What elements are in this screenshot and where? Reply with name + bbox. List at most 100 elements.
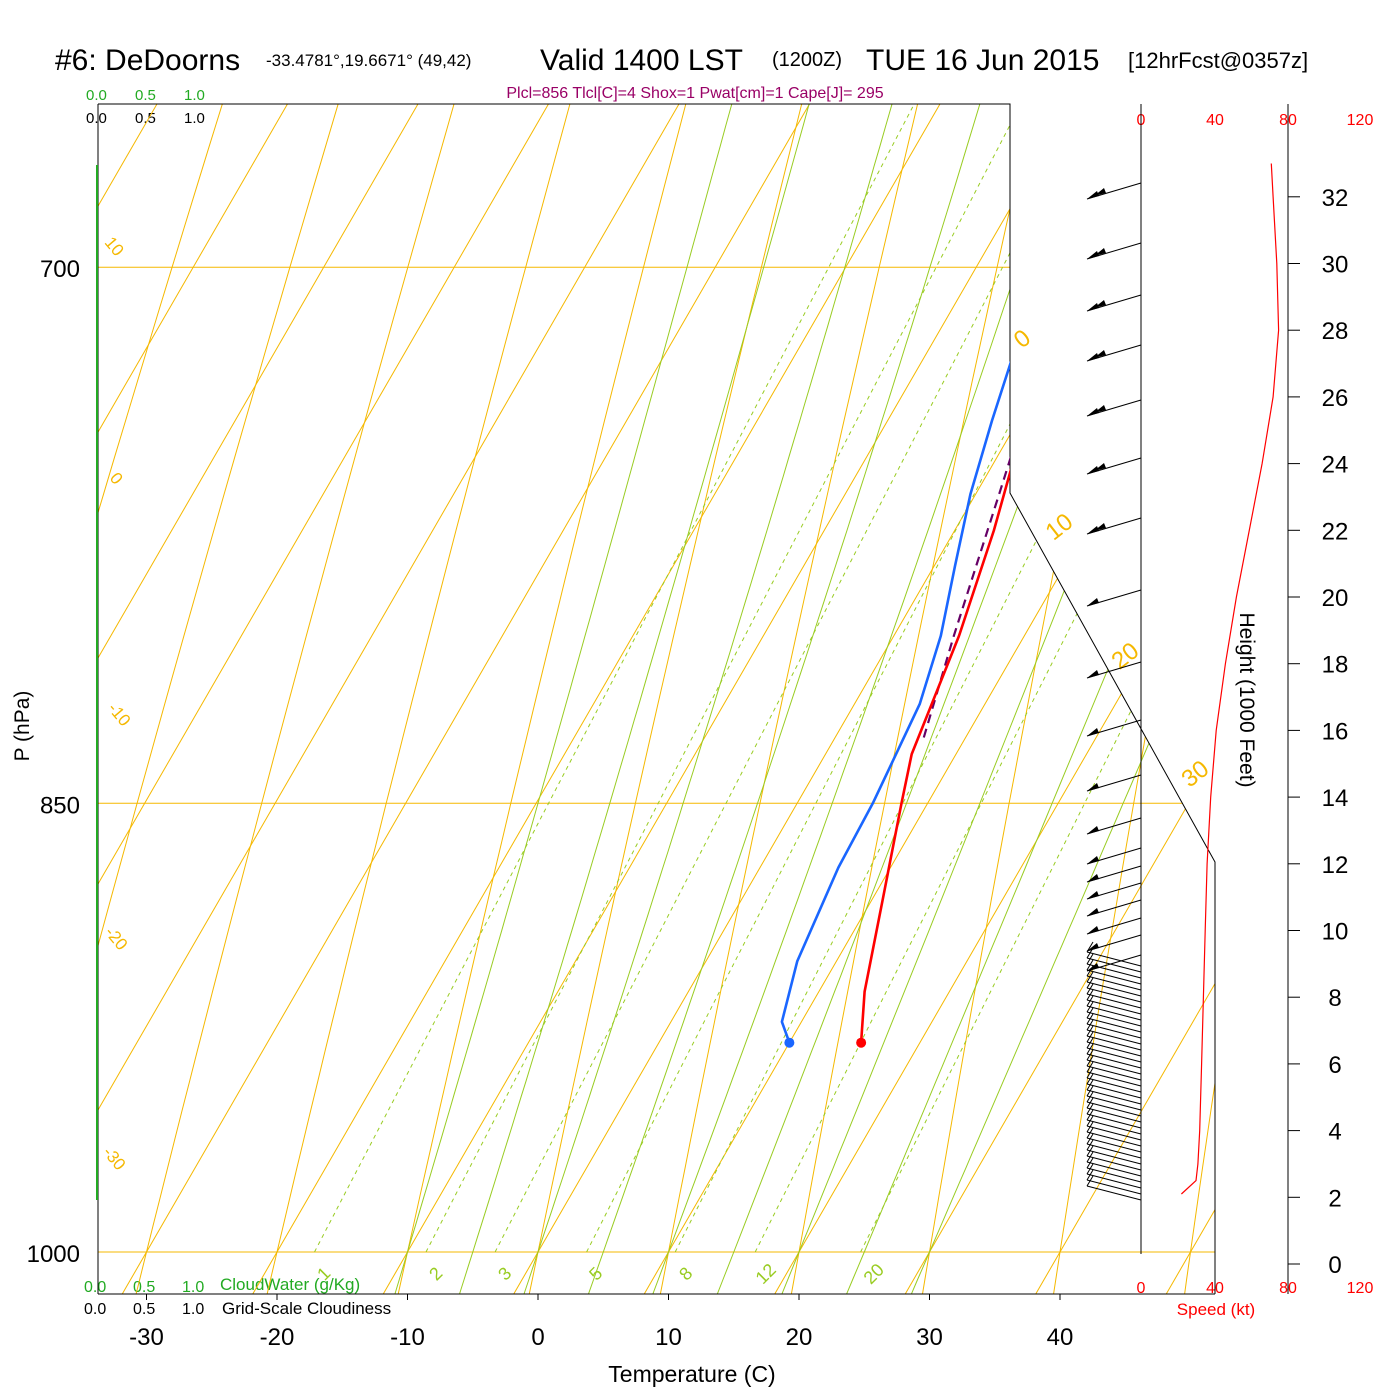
wind-barb-staff (1086, 1137, 1142, 1153)
mixing-ratio-label: 5 (585, 1263, 606, 1284)
zulu-time: (1200Z) (772, 49, 842, 71)
wind-barb-flag (1094, 188, 1106, 196)
isotherm-line (359, 104, 1215, 1294)
wind-barb-staff (1086, 969, 1142, 985)
height-tick-label: 18 (1322, 652, 1349, 679)
moist-adiabat-line (893, 104, 1215, 1294)
isotherm-line (98, 104, 1215, 1294)
moist-adiabat-line (510, 104, 1215, 1294)
wind-barb-staff (1086, 1065, 1142, 1081)
mixing-ratio-label: 12 (752, 1260, 780, 1288)
wind-barb-flag (1087, 856, 1099, 864)
isotherm-line (229, 104, 1215, 1294)
wind-barb-flag (1087, 728, 1099, 736)
temperature-tick-label: -20 (260, 1324, 295, 1351)
wind-barb-flag (1094, 405, 1106, 413)
mixing-ratio-label: 2 (425, 1263, 446, 1284)
cloudiness-label: Grid-Scale Cloudiness (222, 1299, 391, 1318)
wind-barb-staff (1086, 1059, 1142, 1075)
top-cloudwater-tick: 0.0 (86, 87, 107, 104)
wind-barb-staff (1086, 1101, 1142, 1117)
temperature-tick-label: -10 (390, 1324, 425, 1351)
height-tick-label: 32 (1322, 185, 1349, 212)
wind-barb (1086, 344, 1142, 362)
wind-barb (1086, 917, 1142, 935)
wind-barb-staff (1086, 975, 1142, 991)
wind-barb (1086, 294, 1142, 312)
wind-barb-staff (1086, 1179, 1142, 1195)
surface-dewpoint-dot (784, 1037, 795, 1048)
parcel-trace (922, 104, 1215, 738)
wind-barb (1086, 182, 1142, 200)
height-tick-label: 14 (1322, 785, 1349, 812)
dry-adiabat-line (520, 104, 1215, 1294)
dry-adiabat-line (125, 104, 1215, 1294)
x-axis-label: Temperature (C) (608, 1361, 775, 1387)
bottom-cloudiness-tick: 0.5 (133, 1301, 155, 1318)
wind-barb (1086, 817, 1142, 835)
pressure-tick-label: 1000 (27, 1241, 80, 1268)
height-tick-label: 12 (1322, 852, 1349, 879)
isotherm-line (98, 104, 1215, 1294)
thermo-grid (98, 104, 1215, 1294)
height-tick-label: 20 (1322, 585, 1349, 612)
wind-barb-flag (1087, 353, 1099, 361)
temperature-trace (859, 104, 1215, 1043)
moist-adiabat-line (446, 104, 1215, 1294)
height-tick-label: 0 (1328, 1252, 1341, 1279)
dry-adiabat-line (389, 104, 1215, 1294)
wind-barb-flag (1087, 783, 1099, 791)
temperature-tick-label: 20 (786, 1324, 813, 1351)
wind-barb (1086, 457, 1142, 475)
wind-barb-flag (1087, 251, 1099, 259)
wind-barb (1086, 847, 1142, 865)
temperature-tick-label: 0 (531, 1324, 544, 1351)
height-tick-label: 24 (1322, 452, 1349, 479)
wind-barb-flag (1087, 408, 1099, 416)
speed-top-tick: 120 (1347, 112, 1374, 129)
wind-barb-staff (1086, 1143, 1142, 1159)
dry-adiabat-line (98, 104, 1215, 1294)
wind-barb (1086, 517, 1142, 535)
wind-barb (1086, 954, 1142, 972)
wind-barb-flag (1087, 191, 1099, 199)
top-cloud-scales: 0.0 0.5 1.0 0.0 0.5 1.0 (86, 87, 205, 127)
speed-bottom-tick: 120 (1347, 1280, 1374, 1297)
wind-barb-staff (1086, 999, 1142, 1015)
stability-indices: Plcl=856 Tlcl[C]=4 Shox=1 Pwat[cm]=1 Cap… (506, 85, 883, 102)
isotherm-line (98, 104, 1215, 1294)
speed-bottom-tick: 0 (1137, 1280, 1146, 1297)
wind-barb-flag (1094, 248, 1106, 256)
bottom-cloudwater-tick: 0.0 (84, 1279, 106, 1296)
wind-barb-flag (1087, 926, 1099, 934)
wind-barb-staff (1086, 1035, 1142, 1051)
moist-adiabat-line (573, 104, 1215, 1294)
wind-barb-staff (1086, 993, 1142, 1009)
speed-scale: 0 40 80 120 0 40 80 120 Speed (kt) (1137, 112, 1374, 1319)
moist-adiabat-line (382, 104, 1215, 1294)
wind-barb-flag (1087, 466, 1099, 474)
mixing-ratio-label: 8 (675, 1263, 696, 1284)
dry-adiabat-label: 0 (106, 469, 127, 488)
dry-adiabat-label: -10 (104, 699, 134, 730)
temperature-tick-label: 40 (1047, 1324, 1074, 1351)
mixing-ratio-label: 3 (494, 1263, 515, 1284)
pressure-tick-label: 700 (40, 256, 80, 283)
isotherm-label: 10 (1041, 508, 1079, 546)
height-tick-label: 6 (1328, 1052, 1341, 1079)
wind-barb-staff (1086, 957, 1142, 973)
wind-barb-staff (1086, 1113, 1142, 1129)
wind-barb-flag (1094, 523, 1106, 531)
bottom-cloudwater-tick: 1.0 (182, 1279, 204, 1296)
wind-barb-staff (1086, 1071, 1142, 1087)
wind-barb-staff (1086, 1053, 1142, 1069)
wind-barb-flag (1094, 463, 1106, 471)
wind-barb (1086, 399, 1142, 417)
dry-adiabat-line (1178, 104, 1215, 1294)
moist-adiabat-line (701, 104, 1215, 1294)
station-name: #6: DeDoorns (55, 44, 240, 77)
height-tick-label: 2 (1328, 1185, 1341, 1212)
isotherm-line (490, 104, 1215, 1294)
wind-barb-flag (1087, 526, 1099, 534)
